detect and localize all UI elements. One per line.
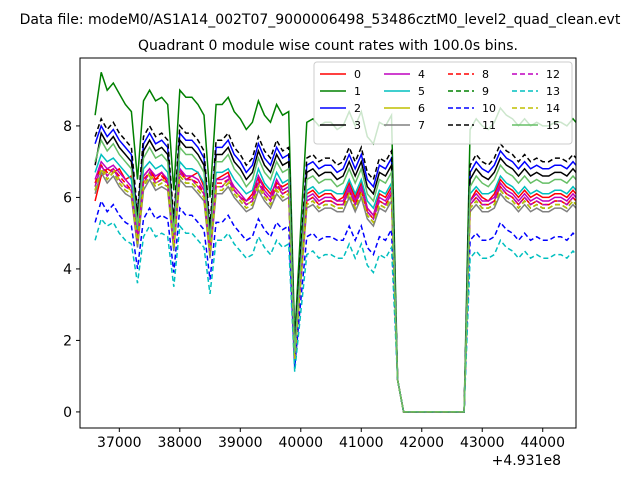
x-tick-label: 43000 <box>460 435 505 451</box>
series-4-line <box>94 160 576 413</box>
x-offset-label: +4.931e8 <box>492 453 561 469</box>
series-14-line <box>94 166 576 413</box>
legend-label-10: 10 <box>482 102 496 115</box>
y-tick-label: 4 <box>63 262 72 278</box>
x-tick-label: 40000 <box>279 435 324 451</box>
legend-label-6: 6 <box>418 102 425 115</box>
y-tick-label: 8 <box>63 119 72 135</box>
x-tick-label: 44000 <box>520 435 565 451</box>
legend-label-3: 3 <box>354 119 361 132</box>
legend-frame <box>313 61 573 145</box>
y-axis: 0 2 4 6 8 <box>63 119 80 421</box>
x-tick-label: 42000 <box>399 435 444 451</box>
x-tick-label: 37000 <box>97 435 142 451</box>
x-tick-label: 38000 <box>158 435 203 451</box>
y-tick-label: 0 <box>63 405 72 421</box>
y-tick-label: 2 <box>63 333 72 349</box>
figure-suptitle: Data file: modeM0/AS1A14_002T07_90000064… <box>20 12 621 28</box>
legend-label-13: 13 <box>546 85 560 98</box>
axes-frame <box>79 57 577 429</box>
axes-title: Quadrant 0 module wise count rates with … <box>138 38 518 54</box>
series-3-line <box>94 130 576 413</box>
x-tick-label: 39000 <box>218 435 263 451</box>
series-5-line <box>94 152 576 413</box>
legend-label-2: 2 <box>354 102 361 115</box>
series-15-line <box>94 138 576 413</box>
series-11-line <box>94 116 576 413</box>
legend-label-5: 5 <box>418 85 425 98</box>
series-layer <box>94 72 576 413</box>
legend-label-4: 4 <box>418 68 425 81</box>
series-7-line <box>94 170 576 413</box>
legend-label-9: 9 <box>482 85 489 98</box>
series-10-line <box>94 199 576 413</box>
legend-label-12: 12 <box>546 68 560 81</box>
x-axis: 37000 38000 39000 40000 41000 42000 43000 44000 <box>97 428 565 451</box>
series-2-line <box>94 124 576 413</box>
legend-label-8: 8 <box>482 68 489 81</box>
series-12-line <box>94 163 576 413</box>
legend-label-7: 7 <box>418 119 425 132</box>
legend-label-0: 0 <box>354 68 361 81</box>
legend-label-15: 15 <box>546 119 560 132</box>
legend-label-1: 1 <box>354 85 361 98</box>
x-tick-label: 41000 <box>339 435 384 451</box>
y-tick-label: 6 <box>63 190 72 206</box>
legend-label-11: 11 <box>482 119 496 132</box>
legend-label-14: 14 <box>546 102 560 115</box>
series-13-line <box>94 217 576 413</box>
